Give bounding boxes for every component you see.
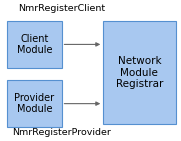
Text: Client
Module: Client Module: [17, 34, 52, 55]
Text: NmrRegisterClient: NmrRegisterClient: [18, 4, 105, 13]
Text: NmrRegisterProvider: NmrRegisterProvider: [12, 128, 111, 137]
Text: Network
Module
Registrar: Network Module Registrar: [116, 56, 163, 89]
Text: Provider
Module: Provider Module: [14, 93, 54, 114]
FancyBboxPatch shape: [7, 21, 62, 68]
FancyBboxPatch shape: [103, 21, 176, 124]
FancyBboxPatch shape: [7, 80, 62, 127]
